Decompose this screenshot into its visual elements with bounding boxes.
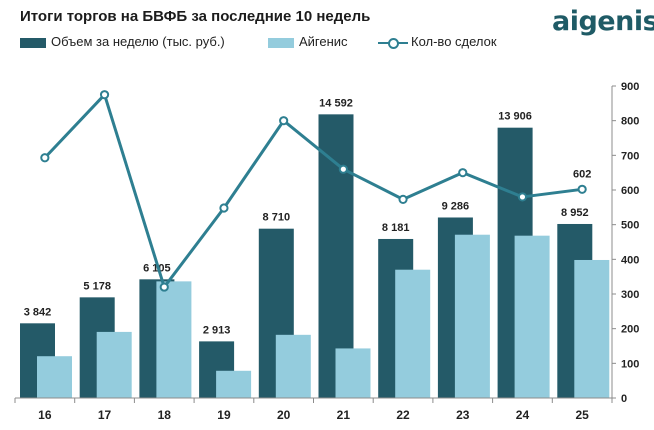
y-right-tick-label: 900 <box>621 81 639 93</box>
legend-item-deals: Кол-во сделок <box>378 34 497 49</box>
aigenis-bar <box>156 281 192 398</box>
y-right-tick-label: 400 <box>621 254 639 266</box>
aigenis-bar <box>514 235 550 398</box>
aigenis-bar <box>216 370 252 398</box>
legend-label-volume: Объем за неделю (тыс. руб.) <box>51 34 225 49</box>
volume-data-label: 8 181 <box>382 222 410 234</box>
x-tick-label: 16 <box>38 408 52 422</box>
volume-data-label: 3 842 <box>24 306 52 318</box>
aigenis-bar <box>454 234 490 398</box>
deals-point <box>577 184 587 194</box>
aigenis-bar <box>395 269 431 398</box>
deals-point <box>279 116 289 126</box>
legend-swatch-volume <box>20 37 46 48</box>
deals-point <box>99 90 110 100</box>
deals-point <box>458 168 468 178</box>
deals-point <box>40 153 50 163</box>
aigenis-bar <box>96 331 132 398</box>
deals-point <box>219 203 229 213</box>
y-right-tick-label: 200 <box>621 324 639 336</box>
aigenis-bar <box>37 356 72 398</box>
deals-data-label: 602 <box>573 168 591 180</box>
legend-swatch-aigenis <box>268 37 294 48</box>
aigenis-logo: aigenis <box>552 6 654 37</box>
y-right-tick-label: 700 <box>621 150 639 162</box>
chart-title: Итоги торгов на БВФБ за последние 10 нед… <box>20 8 371 25</box>
volume-data-label: 9 286 <box>442 200 470 212</box>
deals-point <box>159 282 169 292</box>
aigenis-bar <box>335 348 371 398</box>
x-tick-label: 21 <box>337 408 351 422</box>
deals-line <box>43 93 583 289</box>
y-right-tick-label: 600 <box>621 185 639 197</box>
y-right-tick-label: 300 <box>621 289 639 301</box>
deals-point <box>338 164 348 174</box>
x-tick-label: 23 <box>456 408 470 422</box>
aigenis-bar <box>574 259 610 398</box>
volume-data-label: 8 710 <box>263 212 291 224</box>
x-tick-label: 18 <box>158 408 172 422</box>
y-right-tick-label: 100 <box>621 358 639 370</box>
legend-line-deals <box>378 37 408 49</box>
x-tick-label: 20 <box>277 408 291 422</box>
volume-data-label: 14 592 <box>319 97 353 109</box>
legend-item-volume: Объем за неделю (тыс. руб.) <box>20 34 225 49</box>
legend-label-aigenis: Айгенис <box>299 34 348 49</box>
volume-data-label: 8 952 <box>561 207 589 219</box>
x-tick-label: 22 <box>396 408 410 422</box>
y-right-tick-label: 800 <box>621 116 639 128</box>
x-tick-label: 17 <box>98 408 112 422</box>
x-tick-label: 24 <box>516 408 530 422</box>
legend-item-aigenis: Айгенис <box>268 34 348 49</box>
deals-point <box>517 192 528 202</box>
volume-data-label: 13 906 <box>498 111 532 123</box>
volume-data-label: 2 913 <box>203 324 231 336</box>
x-tick-label: 19 <box>217 408 231 422</box>
legend-label-deals: Кол-во сделок <box>411 34 497 49</box>
x-tick-label: 25 <box>575 408 589 422</box>
aigenis-bar <box>275 334 311 398</box>
y-right-tick-label: 500 <box>621 220 639 232</box>
deals-point <box>398 194 408 204</box>
y-right-tick-label: 0 <box>621 393 627 405</box>
volume-data-label: 5 178 <box>83 280 111 292</box>
